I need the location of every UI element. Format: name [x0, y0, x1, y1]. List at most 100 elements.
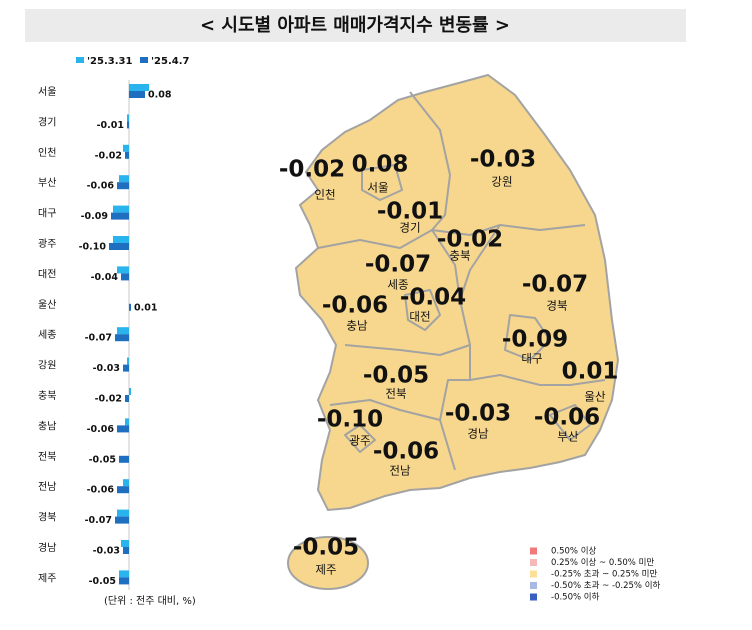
bar [113, 205, 129, 213]
map-legend-label: 0.50% 이상 [551, 546, 597, 557]
category-label: 경남 [38, 541, 56, 554]
map-legend-label: 0.25% 이상 ~ 0.50% 미만 [551, 557, 654, 568]
category-label: 충북 [38, 390, 56, 402]
bar [123, 547, 129, 554]
unit-note: (단위 : 전주 대비, %) [104, 594, 196, 607]
map-value: -0.07 [522, 272, 588, 298]
map-legend-swatch [530, 547, 537, 555]
bar [117, 486, 129, 494]
value-label: -0.10 [79, 242, 107, 253]
category-label: 충남 [38, 420, 56, 432]
map-region: 전북 [385, 387, 406, 401]
bar [119, 577, 129, 585]
map-region: 서울 [367, 181, 388, 195]
value-label: 0.08 [148, 90, 172, 101]
map-value: -0.04 [400, 285, 466, 311]
map-legend-label: -0.25% 초과 ~ 0.25% 미만 [551, 570, 657, 580]
map-border [317, 224, 586, 249]
bar [129, 91, 145, 98]
map-value: -0.05 [363, 363, 429, 389]
category-label: 울산 [38, 299, 56, 311]
bar [121, 273, 129, 281]
category-label: 전북 [38, 451, 56, 463]
map-value: -0.10 [317, 407, 383, 433]
value-label: -0.09 [81, 211, 108, 222]
category-label: 서울 [38, 86, 56, 98]
map-region: 인천 [314, 188, 335, 202]
category-label: 대구 [38, 208, 56, 220]
value-label: -0.05 [89, 454, 116, 465]
title-band [25, 9, 686, 42]
map-legend-swatch [530, 582, 537, 589]
map-value: -0.05 [293, 535, 359, 561]
bar [119, 570, 129, 578]
map-value: -0.02 [279, 157, 345, 183]
value-label: -0.02 [95, 150, 122, 161]
map-legend-label: -0.50% 초과 ~ -0.25% 이하 [551, 580, 661, 591]
map-value: -0.06 [534, 405, 600, 431]
value-label: -0.05 [89, 576, 116, 587]
bar [115, 334, 129, 342]
map-value: -0.03 [445, 401, 511, 427]
bar [111, 212, 129, 220]
bar [129, 84, 149, 91]
bar [119, 455, 129, 463]
map-region: 제주 [315, 563, 336, 577]
bar [117, 182, 129, 190]
map-region: 충남 [346, 319, 368, 333]
category-label: 경기 [38, 115, 56, 128]
bar [125, 151, 129, 159]
category-label: 대전 [38, 268, 56, 280]
value-label: 0.01 [134, 302, 157, 313]
legend-swatch [76, 57, 84, 63]
category-label: 세종 [38, 329, 56, 341]
map-value: -0.06 [322, 293, 388, 319]
map-value: 0.08 [352, 152, 409, 178]
bar [127, 121, 129, 129]
map-region: 울산 [584, 390, 606, 404]
map-region: 세종 [387, 278, 408, 292]
value-label: -0.07 [85, 515, 112, 526]
bar [127, 357, 129, 365]
map-legend-label: -0.50% 이하 [551, 592, 600, 603]
bar [125, 418, 129, 426]
map-value: -0.06 [373, 439, 439, 465]
bar [117, 509, 129, 517]
map-border [504, 314, 551, 361]
bar [119, 175, 129, 183]
map-region: 전남 [389, 464, 411, 478]
value-label: -0.06 [87, 181, 115, 192]
bar [129, 388, 131, 395]
bar [127, 114, 129, 122]
map-border [361, 164, 403, 201]
bar [123, 479, 129, 487]
legend-swatch [140, 57, 148, 63]
value-label: -0.07 [85, 333, 112, 344]
value-label: -0.06 [87, 424, 115, 435]
bar [115, 516, 129, 524]
map-region: 강원 [491, 175, 512, 189]
map-border [439, 345, 471, 471]
map-region: 경기 [399, 221, 420, 235]
bar [117, 425, 129, 433]
map-value: -0.02 [437, 227, 503, 253]
bar [113, 236, 129, 243]
bar [123, 144, 129, 152]
chart-title: < 시도별 아파트 매매가격지수 변동률 > [200, 15, 510, 36]
value-label: -0.06 [87, 485, 115, 496]
map-border [344, 424, 376, 453]
map-border [404, 289, 441, 331]
map-region: 광주 [349, 434, 370, 448]
map-jeju [287, 536, 369, 590]
category-label: 광주 [38, 238, 56, 250]
map [287, 73, 620, 590]
map-value: -0.01 [377, 199, 443, 225]
bar [121, 540, 129, 547]
value-label: -0.03 [93, 363, 120, 374]
category-label: 인천 [38, 147, 56, 159]
category-label: 전남 [38, 481, 56, 493]
legend-label: '25.4.7 [151, 56, 190, 67]
bar [109, 243, 129, 250]
bar [117, 266, 129, 274]
